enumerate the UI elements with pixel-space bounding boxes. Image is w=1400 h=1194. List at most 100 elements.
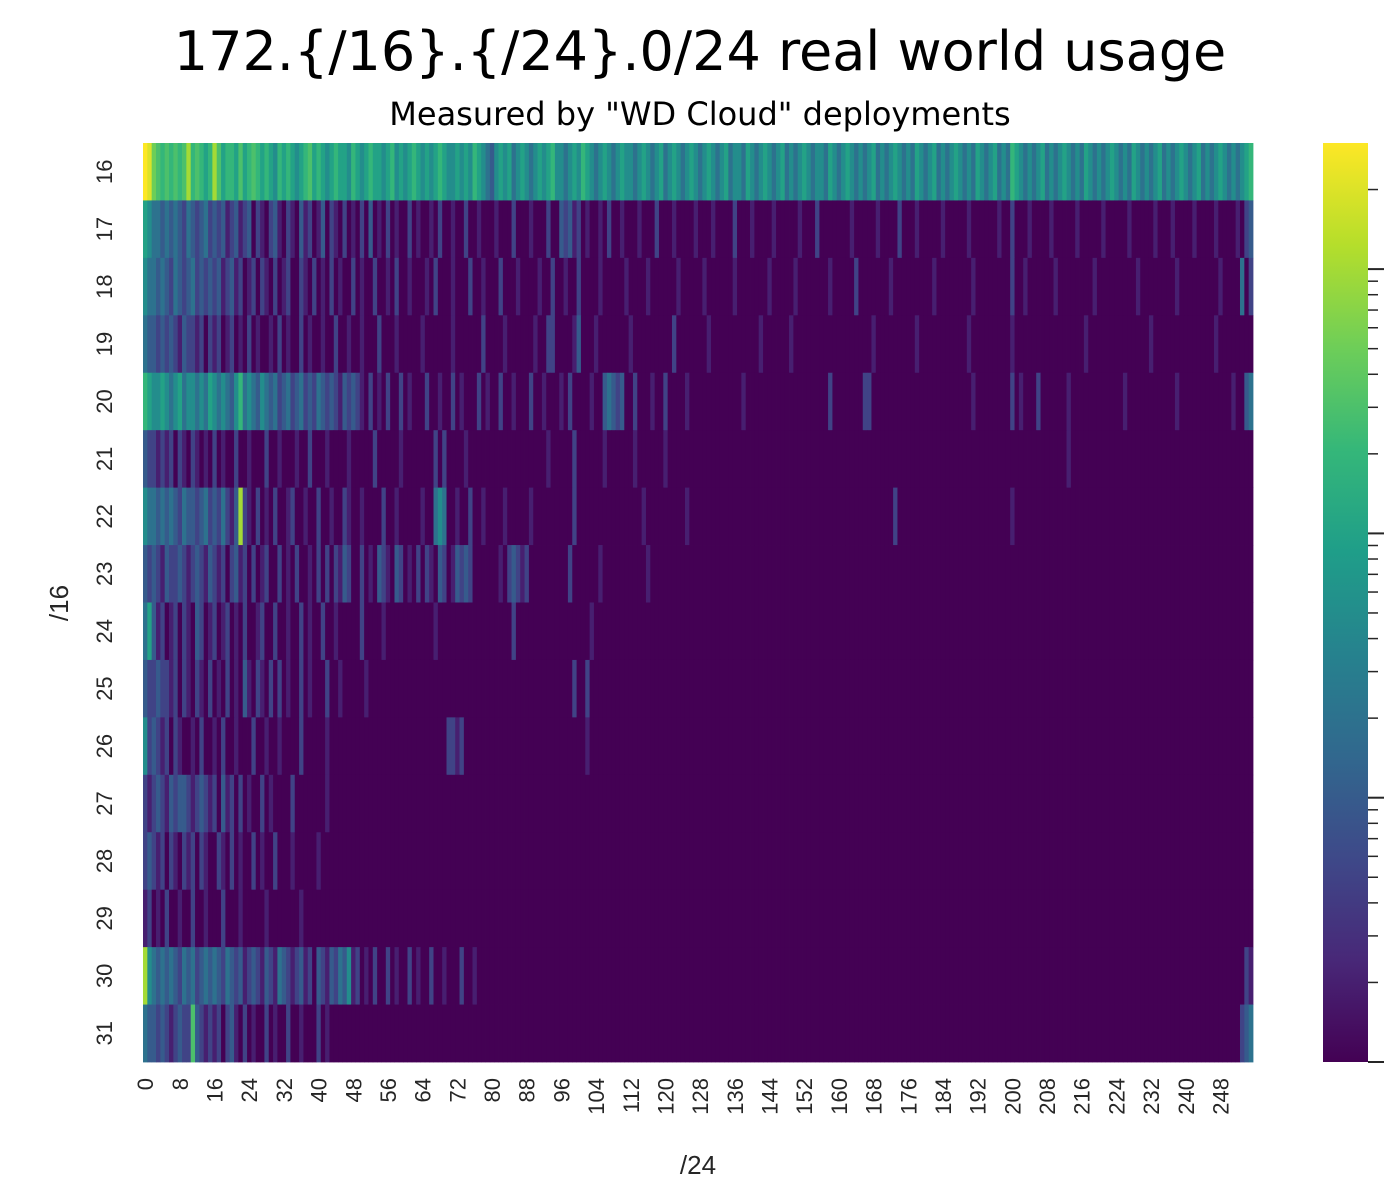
cell [294,832,300,891]
cell [828,487,833,546]
cell [494,200,499,259]
cell [789,717,794,776]
cell [650,143,656,201]
cell [316,143,322,201]
cell [537,889,543,948]
cell [1213,200,1219,259]
cell [264,545,270,603]
cell [1031,659,1037,718]
cell [351,717,356,776]
cell [1226,315,1232,374]
cell [858,602,864,661]
cell [494,889,499,948]
cell [888,717,894,776]
cell [823,717,829,776]
cell [1235,487,1241,546]
cell [1222,372,1228,431]
x-tick-label: 48 [341,1078,366,1102]
cell [1161,430,1167,489]
cell [797,545,803,603]
cell [316,947,322,1005]
cell [828,602,833,661]
cell [143,257,148,316]
cell [160,1004,166,1063]
cell [338,1004,343,1063]
cell [273,774,278,833]
cell [1205,487,1211,546]
cell [238,602,244,661]
cell [702,315,708,374]
cell [186,143,192,201]
cell [537,774,543,833]
cell [576,602,582,661]
cell [1031,889,1037,948]
cell [459,430,465,489]
cell [689,487,695,546]
cell [1088,1004,1093,1063]
cell [784,372,790,431]
cell [984,315,989,374]
cell [1157,659,1163,718]
cell [602,774,608,833]
cell [1140,889,1146,948]
cell [251,143,257,201]
cell [238,947,244,1005]
cell [468,372,473,431]
colorbar [1323,143,1368,1062]
cell [164,487,170,546]
cell [654,659,660,718]
cell [1036,315,1041,374]
cell [1174,947,1180,1005]
cell [949,602,955,661]
cell [403,832,408,891]
cell [182,430,187,489]
cell [1040,545,1046,603]
cell [1010,1004,1015,1063]
cell [199,947,205,1005]
cell [212,430,218,489]
cell [667,487,673,546]
cell [810,200,816,259]
cell [320,1004,326,1063]
cell [268,1004,274,1063]
cell [316,487,322,546]
cell [333,659,339,718]
cell [1092,257,1098,316]
cell [680,430,686,489]
cell [559,602,564,661]
cell [320,889,326,948]
cell [1218,545,1224,603]
cell [524,889,530,948]
cell [910,774,916,833]
cell [1114,832,1119,891]
cell [442,257,447,316]
cell [966,717,972,776]
cell [320,774,326,833]
cell [962,717,968,776]
cell [290,430,296,489]
cell [303,659,309,718]
cell [1114,717,1119,776]
cell [1053,717,1059,776]
cell [528,257,534,316]
cell [585,487,591,546]
cell [342,947,348,1005]
cell [845,257,851,316]
cell [221,200,226,259]
cell [771,315,777,374]
cell [273,200,278,259]
cell [732,545,738,603]
cell [910,1004,916,1063]
cell [1187,430,1193,489]
cell [1018,602,1024,661]
cell [1070,372,1076,431]
cell [602,717,608,776]
cell [234,200,239,259]
cell [442,774,447,833]
cell [923,947,929,1005]
cell [711,487,716,546]
cell [1187,774,1193,833]
cell [1200,372,1206,431]
cell [966,774,972,833]
cell [203,602,209,661]
